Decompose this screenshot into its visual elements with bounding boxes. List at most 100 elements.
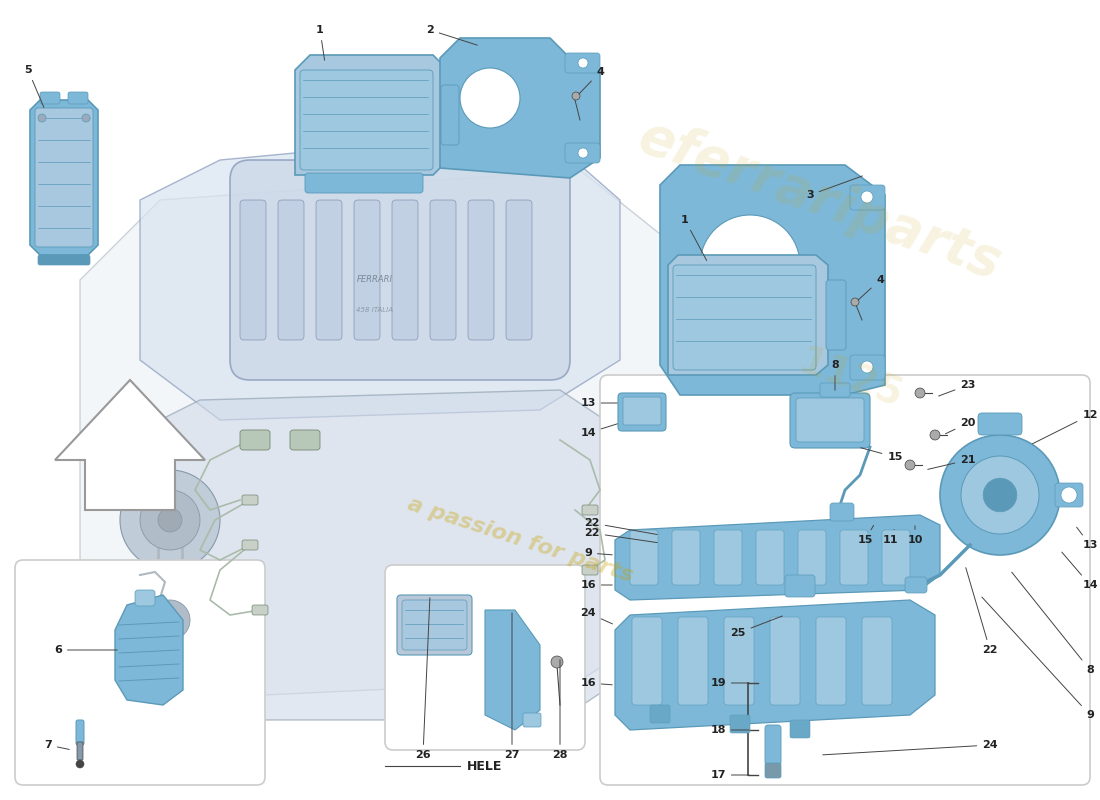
FancyBboxPatch shape <box>242 495 258 505</box>
Polygon shape <box>30 100 98 255</box>
Text: 22: 22 <box>584 528 658 542</box>
Text: HELE: HELE <box>468 759 503 773</box>
Circle shape <box>861 191 873 203</box>
FancyBboxPatch shape <box>582 505 598 515</box>
FancyBboxPatch shape <box>565 53 600 73</box>
Text: 15: 15 <box>860 448 903 462</box>
Polygon shape <box>668 255 828 375</box>
FancyBboxPatch shape <box>730 715 750 733</box>
FancyBboxPatch shape <box>582 565 598 575</box>
FancyBboxPatch shape <box>850 185 886 210</box>
Text: 5: 5 <box>24 65 44 107</box>
Polygon shape <box>615 515 940 600</box>
FancyBboxPatch shape <box>785 575 815 597</box>
Text: 9: 9 <box>584 548 613 558</box>
Text: 14: 14 <box>1062 552 1098 590</box>
FancyBboxPatch shape <box>632 617 662 705</box>
Circle shape <box>930 430 940 440</box>
FancyBboxPatch shape <box>978 413 1022 435</box>
FancyBboxPatch shape <box>40 92 60 104</box>
FancyBboxPatch shape <box>441 85 459 145</box>
FancyBboxPatch shape <box>565 143 600 163</box>
Circle shape <box>158 508 182 532</box>
Text: 13: 13 <box>581 398 617 408</box>
FancyBboxPatch shape <box>756 530 784 585</box>
Circle shape <box>82 114 90 122</box>
Text: 15: 15 <box>857 526 873 545</box>
Text: 24: 24 <box>580 608 613 624</box>
FancyBboxPatch shape <box>35 108 94 247</box>
FancyBboxPatch shape <box>402 600 468 650</box>
Circle shape <box>578 58 588 68</box>
FancyBboxPatch shape <box>392 200 418 340</box>
FancyBboxPatch shape <box>430 200 456 340</box>
FancyBboxPatch shape <box>770 617 800 705</box>
FancyBboxPatch shape <box>840 530 868 585</box>
Text: 13: 13 <box>1077 527 1098 550</box>
FancyBboxPatch shape <box>820 383 850 397</box>
Circle shape <box>76 760 84 768</box>
FancyBboxPatch shape <box>630 530 658 585</box>
FancyBboxPatch shape <box>850 355 886 380</box>
Text: 20: 20 <box>946 418 976 434</box>
FancyBboxPatch shape <box>623 397 661 425</box>
FancyBboxPatch shape <box>252 605 268 615</box>
Text: 22: 22 <box>966 568 998 655</box>
FancyBboxPatch shape <box>796 398 864 442</box>
Circle shape <box>851 298 859 306</box>
Text: 7: 7 <box>44 740 69 750</box>
FancyBboxPatch shape <box>673 265 816 370</box>
Text: 16: 16 <box>580 580 613 590</box>
FancyBboxPatch shape <box>618 393 666 431</box>
Circle shape <box>140 490 200 550</box>
FancyBboxPatch shape <box>724 617 754 705</box>
Polygon shape <box>116 595 183 705</box>
FancyBboxPatch shape <box>240 200 266 340</box>
Text: 23: 23 <box>938 380 976 396</box>
FancyBboxPatch shape <box>385 565 585 750</box>
Text: 10: 10 <box>908 526 923 545</box>
Polygon shape <box>55 380 205 510</box>
Circle shape <box>961 456 1040 534</box>
Circle shape <box>39 114 46 122</box>
FancyBboxPatch shape <box>242 540 258 550</box>
Circle shape <box>940 435 1060 555</box>
Text: 24: 24 <box>823 740 998 755</box>
Text: 28: 28 <box>552 660 568 760</box>
Circle shape <box>578 148 588 158</box>
Text: a passion for parts: a passion for parts <box>405 494 636 586</box>
FancyBboxPatch shape <box>764 725 781 765</box>
Circle shape <box>120 470 220 570</box>
Text: 4: 4 <box>579 67 604 94</box>
Text: 14: 14 <box>580 424 617 438</box>
Text: 1: 1 <box>681 215 706 261</box>
Polygon shape <box>485 610 540 730</box>
FancyBboxPatch shape <box>397 595 472 655</box>
Circle shape <box>861 361 873 373</box>
Polygon shape <box>295 55 443 175</box>
FancyBboxPatch shape <box>862 617 892 705</box>
FancyBboxPatch shape <box>790 720 810 738</box>
FancyBboxPatch shape <box>77 742 82 760</box>
FancyBboxPatch shape <box>764 763 781 778</box>
FancyBboxPatch shape <box>305 173 424 193</box>
FancyBboxPatch shape <box>830 503 854 521</box>
Text: 19: 19 <box>711 678 749 688</box>
Text: 26: 26 <box>415 598 431 760</box>
Text: 2: 2 <box>426 25 477 45</box>
Circle shape <box>135 585 205 655</box>
Polygon shape <box>140 130 620 420</box>
Circle shape <box>915 388 925 398</box>
FancyBboxPatch shape <box>678 617 708 705</box>
FancyBboxPatch shape <box>354 200 379 340</box>
Text: 458 ITALIA: 458 ITALIA <box>356 307 394 313</box>
FancyBboxPatch shape <box>1055 483 1084 507</box>
Text: 1125: 1125 <box>793 344 908 416</box>
Circle shape <box>551 656 563 668</box>
Polygon shape <box>140 390 620 720</box>
FancyBboxPatch shape <box>300 70 433 170</box>
Text: 16: 16 <box>580 678 613 688</box>
Circle shape <box>150 600 190 640</box>
Text: 9: 9 <box>982 597 1093 720</box>
Text: 25: 25 <box>730 616 782 638</box>
